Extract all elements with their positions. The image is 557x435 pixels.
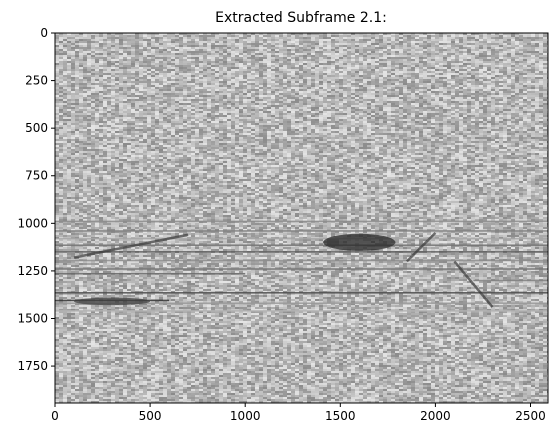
x-tick-label: 0 [51,409,59,423]
x-tick-label: 1000 [230,409,261,423]
heatmap-image [55,33,548,403]
heatmap-streak [55,259,548,262]
plot-frame [54,32,549,404]
y-tick-label: 1500 [17,311,48,325]
heatmap-streak [473,279,548,282]
y-tick-label: 1000 [17,216,48,230]
y-tick-label: 1750 [17,359,48,373]
x-tick-label: 500 [139,409,162,423]
heatmap-streak [55,230,548,232]
heatmap-diagonal-streak [453,260,494,308]
y-tick-label: 750 [25,169,48,183]
y-tick-label: 250 [25,74,48,88]
heatmap-noise [55,33,548,403]
heatmap-dark-region [74,297,151,306]
heatmap-diagonal-streak [405,231,437,263]
y-tick-label: 1250 [17,264,48,278]
heatmap-streak [55,302,548,305]
heatmap-streak [55,237,548,240]
x-tick-label: 2000 [420,409,451,423]
heatmap-streak [55,310,548,312]
heatmap-streak [55,251,548,253]
x-tick-label: 2500 [515,409,546,423]
y-tick-label: 500 [25,121,48,135]
heatmap-streak [55,291,548,294]
x-axis: 0 500 1000 1500 2000 2500 [51,403,546,423]
y-axis: 0 250 500 750 1000 1250 1500 1750 [17,26,55,373]
heatmap-streak [55,244,548,247]
y-tick-label: 0 [40,26,48,40]
heatmap-streak [55,220,548,223]
chart-title: Extracted Subframe 2.1: [215,10,387,26]
heatmap-streak [55,272,246,275]
heatmap-streak [55,268,548,270]
heatmap-diagonal-streak [73,233,189,259]
x-tick-label: 1500 [325,409,356,423]
heatmap-dark-region [323,233,396,251]
